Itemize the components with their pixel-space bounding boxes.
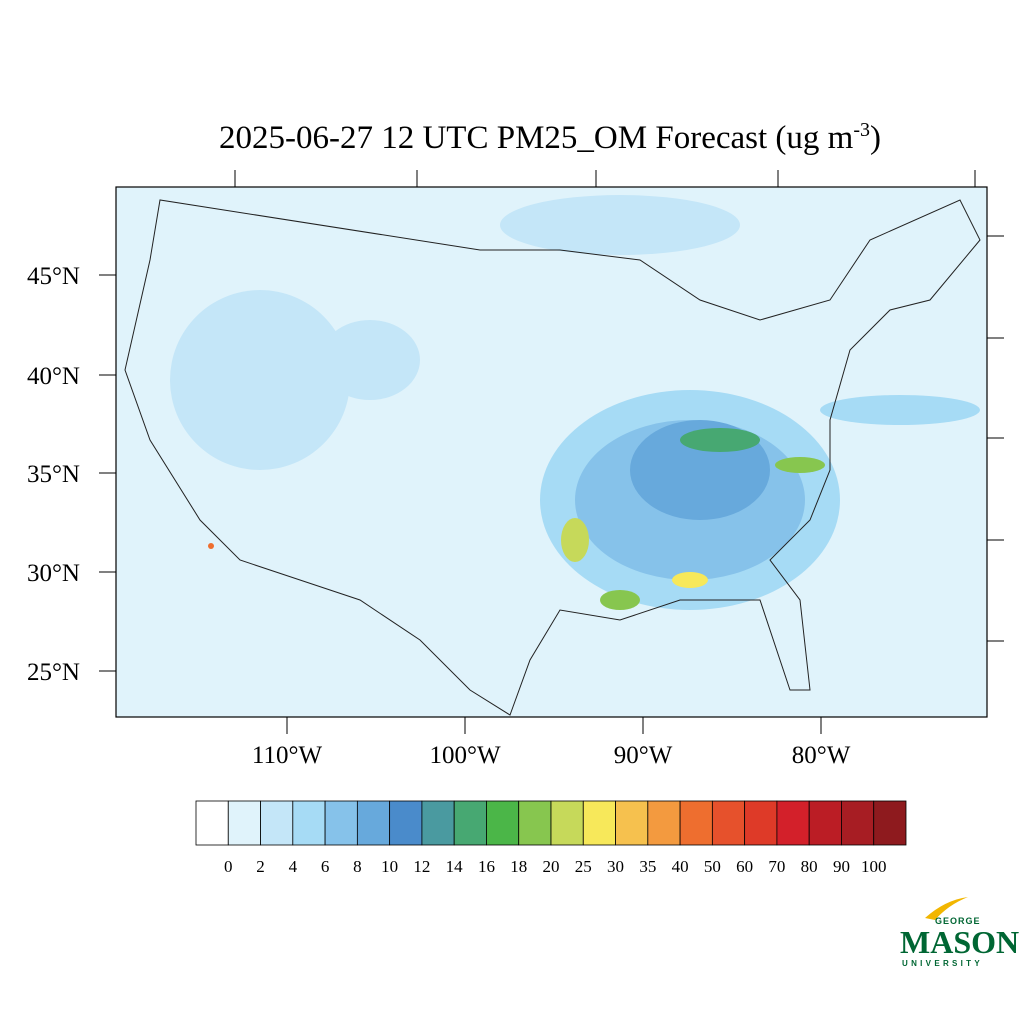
colorbar-label: 8 (353, 857, 362, 876)
title-text: 2025-06-27 12 UTC PM25_OM Forecast (ug m (219, 120, 854, 156)
colorbar-label: 0 (224, 857, 233, 876)
colorbar-label: 80 (801, 857, 818, 876)
colorbar-label: 10 (381, 857, 398, 876)
colorbar-label: 90 (833, 857, 850, 876)
map-frame (115, 186, 988, 718)
colorbar-box (195, 800, 229, 846)
haze-west (170, 290, 350, 470)
lon-label: 80°W (792, 742, 851, 769)
colorbar-box (518, 800, 552, 846)
lon-label: 110°W (252, 742, 323, 769)
colorbar-label: 12 (413, 857, 430, 876)
title-suffix: ) (870, 120, 881, 156)
haze-canada (500, 195, 740, 255)
colorbar-label: 4 (289, 857, 298, 876)
colorbar-box (227, 800, 261, 846)
colorbar-box (453, 800, 487, 846)
hotspot (208, 543, 214, 549)
lon-label: 90°W (614, 742, 673, 769)
colorbar-box (582, 800, 616, 846)
title: 2025-06-27 12 UTC PM25_OM Forecast (ug m… (219, 119, 881, 156)
colorbar-box (389, 800, 423, 846)
colorbar-label: 20 (543, 857, 560, 876)
logo-bottom: UNIVERSITY (902, 959, 983, 968)
colorbar: 0 2 4 6 8 10 12 14 16 18 20 25 30 35 40 50 60 70 80 90 100 (195, 800, 907, 876)
colorbar-label: 6 (321, 857, 330, 876)
colorbar-box (356, 800, 391, 846)
map-area (115, 170, 1004, 718)
lat-label: 40°N (27, 363, 80, 390)
plume-gulf (672, 572, 708, 588)
colorbar-box (744, 800, 778, 846)
colorbar-box (260, 800, 294, 846)
lat-label: 35°N (27, 461, 80, 488)
colorbar-box (679, 800, 713, 846)
title-superscript: -3 (853, 119, 870, 141)
colorbar-label: 25 (575, 857, 592, 876)
colorbar-label: 40 (672, 857, 689, 876)
colorbar-box (324, 800, 358, 846)
plume-ohio (680, 428, 760, 452)
lat-label: 45°N (27, 263, 80, 290)
colorbar-box (841, 800, 875, 846)
haze-utah (320, 320, 420, 400)
colorbar-label: 16 (478, 857, 495, 876)
lat-label: 30°N (27, 560, 80, 587)
colorbar-box (711, 800, 746, 846)
frame-ticks (234, 170, 1004, 642)
plume-texas (561, 518, 589, 562)
colorbar-box (873, 800, 907, 846)
colorbar-label: 2 (256, 857, 265, 876)
plume-louisiana (600, 590, 640, 610)
colorbar-box (808, 800, 842, 846)
lat-label: 25°N (27, 659, 80, 686)
plume-virginia (775, 457, 825, 473)
coastline (124, 199, 981, 716)
logo: GEORGE MASON UNIVERSITY (900, 897, 1019, 968)
lon-label: 100°W (429, 742, 500, 769)
plume-atlantic (820, 395, 980, 425)
colorbar-box (776, 800, 810, 846)
colorbar-label: 30 (607, 857, 624, 876)
logo-top: GEORGE (935, 916, 981, 926)
colorbar-label: 50 (704, 857, 721, 876)
colorbar-box (615, 800, 649, 846)
colorbar-label: 60 (736, 857, 753, 876)
colorbar-box (647, 800, 681, 846)
colorbar-label: 70 (768, 857, 785, 876)
logo-swoosh (925, 897, 968, 920)
colorbar-label: 100 (861, 857, 887, 876)
colorbar-label: 18 (510, 857, 527, 876)
colorbar-label: 14 (446, 857, 464, 876)
colorbar-label: 35 (639, 857, 656, 876)
colorbar-box (550, 800, 584, 846)
axes: 45°N 40°N 35°N 30°N 25°N 110°W 100°W 90°W 80°W (27, 263, 851, 769)
colorbar-box (486, 800, 520, 846)
colorbar-box (292, 800, 326, 846)
colorbar-box (421, 800, 455, 846)
logo-main: MASON (900, 924, 1019, 960)
